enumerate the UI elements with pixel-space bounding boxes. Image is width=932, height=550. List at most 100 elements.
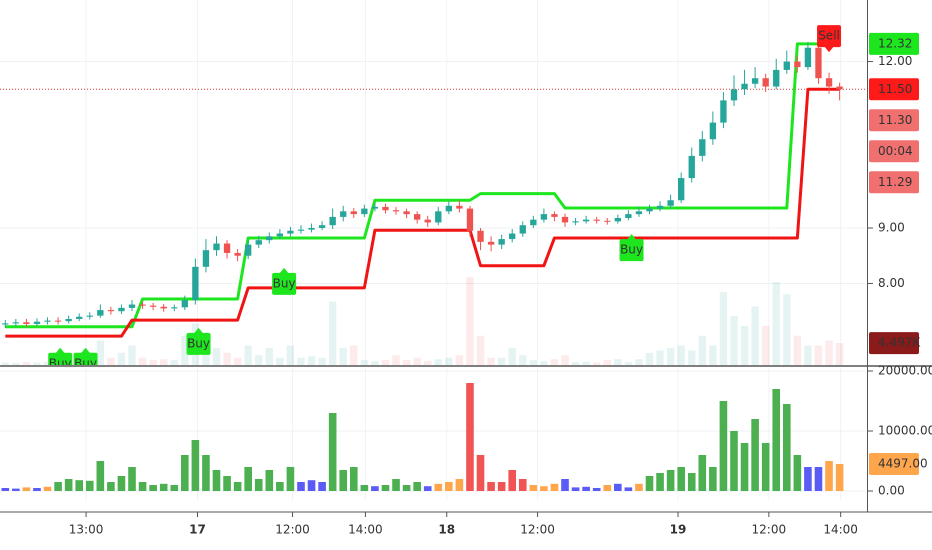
candle-body [804, 47, 812, 68]
candle-body [551, 214, 558, 217]
candle-body [340, 211, 347, 217]
candle-body [371, 206, 379, 209]
candle-body [403, 211, 410, 215]
volume-bar [159, 483, 168, 491]
candle-body [741, 83, 748, 90]
volume-bar [413, 482, 421, 491]
candle-body [76, 316, 83, 319]
signal-arrow [626, 234, 637, 241]
volume-bar [561, 479, 569, 491]
price-badge [869, 453, 919, 476]
x-tick-label: 13:00 [69, 523, 104, 537]
volume-overlay-bar [487, 357, 495, 365]
x-tick-label: 12:00 [752, 523, 787, 537]
volume-bar [825, 461, 833, 491]
y-tick-label: 12.00 [878, 54, 912, 68]
volume-overlay-bar [603, 360, 611, 365]
volume-bar [624, 487, 633, 491]
volume-overlay-bar [360, 360, 369, 365]
volume-overlay-bar [276, 357, 284, 365]
candle-body [699, 139, 706, 156]
axes: 13:00 17 12:00 14:00 18 12:00 19 12:00 14:00 12.0… [0, 0, 932, 537]
volume-overlay-bar [761, 325, 770, 365]
volume-overlay-bar [783, 294, 791, 365]
volume-pane [0, 368, 866, 500]
x-tick-label: 12:00 [520, 523, 555, 537]
volume-bar [381, 485, 390, 491]
volume-overlay-bar [656, 350, 664, 365]
signal-arrow [55, 347, 66, 354]
volume-bar [85, 480, 94, 491]
volume-bar [434, 483, 443, 491]
volume-bar [466, 383, 474, 491]
volume-bar [1, 488, 10, 491]
volume-overlay-bar [825, 340, 833, 365]
candle-body [382, 206, 389, 211]
price-badge-text: 11.50 [878, 82, 912, 96]
y-tick-label: 9.00 [878, 220, 905, 234]
volume-bar [33, 488, 41, 491]
volume-bar [107, 482, 115, 491]
volume-overlay-bar [212, 347, 221, 365]
signal-text: Buy [620, 243, 643, 257]
volume-overlay-bar [466, 277, 474, 365]
candle-body [192, 266, 199, 301]
volume-overlay-bar [339, 347, 347, 365]
volume-bar [402, 485, 411, 491]
candle-body [287, 230, 294, 234]
y-tick-label: 20000.00 [878, 364, 932, 378]
volume-overlay-bar [677, 345, 685, 365]
volume-overlay-bar [624, 362, 633, 365]
volume-overlay-bar [751, 306, 759, 365]
signal-arrow [824, 46, 835, 53]
volume-bar [645, 476, 654, 491]
candle-body [540, 214, 548, 220]
volume-overlay-bar [170, 360, 178, 365]
candle-body [709, 122, 717, 140]
candle-body [149, 305, 157, 307]
volume-bar [307, 480, 316, 491]
price-badge [869, 32, 919, 55]
candle-body [466, 208, 474, 231]
volume-overlay-bar [138, 357, 147, 365]
signal-arrow [80, 347, 91, 354]
signal-label: Buy [272, 267, 297, 295]
candle-body [604, 220, 611, 222]
candle-body [825, 78, 833, 87]
volume-bar [804, 467, 812, 491]
volume-bar [149, 485, 157, 491]
candle-body [477, 230, 484, 242]
volume-bar [392, 479, 400, 491]
volume-bar [12, 488, 20, 491]
candle-body [625, 214, 632, 219]
volume-overlay-bar [804, 345, 812, 365]
candle-body [202, 250, 210, 267]
candle-body [773, 69, 780, 87]
volume-bar [360, 485, 369, 491]
candle-body [276, 233, 284, 237]
candle-body [350, 211, 357, 215]
signal-text: Buy [74, 356, 97, 370]
volume-bar [223, 476, 231, 491]
volume-overlay-bar [33, 362, 41, 365]
volume-overlay-bar [476, 335, 485, 365]
volume-bar [635, 483, 643, 491]
volume-bar [117, 476, 126, 491]
volume-bar [772, 389, 781, 491]
candle-body [160, 306, 167, 309]
volume-bar [202, 455, 210, 491]
candle-body [836, 86, 843, 90]
volume-overlay-bar [1, 362, 9, 365]
signal-arrow [279, 267, 290, 274]
volume-bar [730, 431, 738, 491]
volume-overlay-bar [434, 359, 442, 365]
price-badge-text: 12.32 [878, 36, 912, 50]
volume-overlay-bar [719, 291, 728, 365]
x-tick-label: 14:00 [823, 523, 858, 537]
volume-overlay-bar [381, 360, 390, 365]
volume-overlay-bar [497, 357, 506, 365]
volume-bar [423, 486, 432, 491]
candle-body [783, 61, 790, 70]
